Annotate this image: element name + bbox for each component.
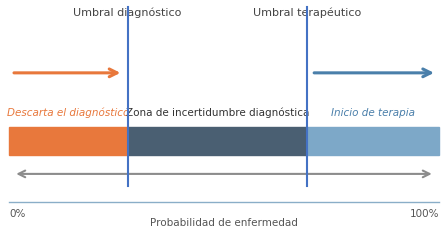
Bar [128, 127, 307, 155]
Text: 100%: 100% [409, 209, 439, 219]
Text: Descarta el diagnóstico: Descarta el diagnóstico [7, 108, 129, 118]
Text: Umbral terapéutico: Umbral terapéutico [253, 7, 361, 18]
Text: 0%: 0% [9, 209, 26, 219]
Text: Umbral diagnóstico: Umbral diagnóstico [73, 7, 182, 18]
Bar [307, 127, 439, 155]
Bar [9, 127, 128, 155]
Text: Zona de incertidumbre diagnóstica: Zona de incertidumbre diagnóstica [125, 108, 309, 118]
Text: Probabilidad de enfermedad: Probabilidad de enfermedad [150, 218, 298, 228]
Text: Inicio de terapia: Inicio de terapia [331, 108, 415, 118]
